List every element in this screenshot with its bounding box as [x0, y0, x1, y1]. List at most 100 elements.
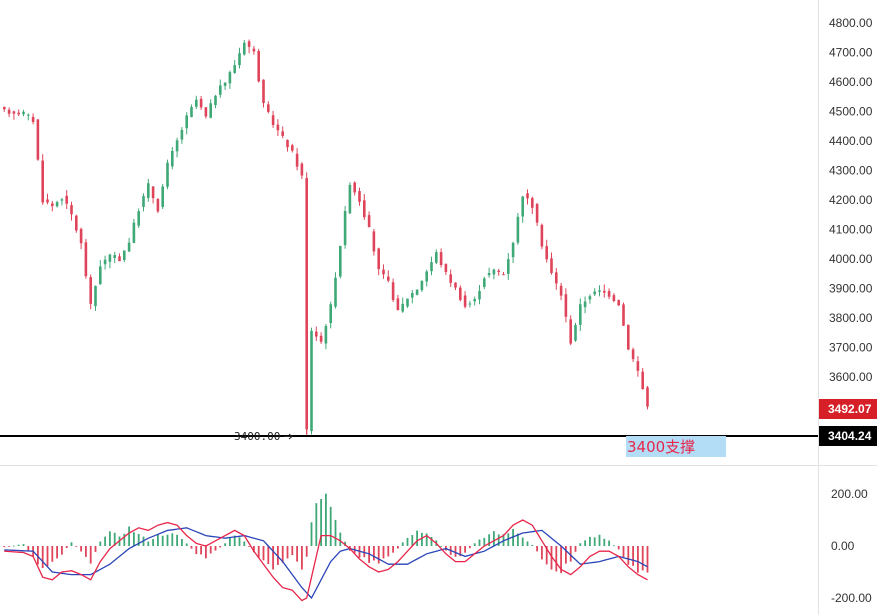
macd-histogram-bar [622, 546, 625, 558]
macd-histogram-bar [190, 546, 193, 549]
price-tick-label: 4000.00 [829, 252, 873, 266]
candle-body [483, 278, 486, 287]
price-tick-label: 4700.00 [829, 46, 873, 60]
arrow-right-icon [284, 433, 293, 440]
macd-histogram-bar [613, 545, 615, 547]
macd-histogram-bar [617, 546, 620, 550]
candle-body [521, 196, 524, 217]
candle-body [411, 293, 414, 298]
candle-body [449, 274, 452, 283]
candle-body [607, 291, 611, 297]
macd-histogram-bar [17, 544, 20, 546]
macd-histogram-bar [238, 537, 241, 546]
candle-body [315, 331, 318, 337]
candle-body [463, 295, 467, 307]
macd-histogram-bar [584, 540, 586, 546]
candle-body [579, 304, 582, 325]
macd-histogram-bar [99, 541, 102, 546]
candle-body [319, 335, 323, 342]
candle-body [89, 277, 92, 304]
candle-body [636, 361, 640, 371]
candle-body [118, 256, 121, 262]
candle-body [603, 290, 606, 293]
macd-fast-line [4, 519, 648, 602]
candle-body [180, 129, 184, 140]
macd-histogram-bar [75, 546, 78, 547]
candle-body [468, 303, 472, 305]
candle-body [641, 371, 644, 390]
candle-body [36, 119, 40, 160]
macd-histogram-bar [541, 546, 543, 560]
macd-histogram-bar [109, 531, 111, 546]
candle-body [435, 252, 438, 263]
macd-histogram-bar [531, 544, 534, 546]
candle-body [358, 191, 361, 202]
candle-body [3, 106, 6, 110]
macd-histogram-bar [521, 537, 524, 546]
candle-body [329, 304, 332, 324]
candle-body [526, 193, 529, 199]
macd-histogram-bar [430, 537, 433, 546]
macd-histogram-bar [598, 534, 601, 546]
macd-histogram-bar [214, 546, 217, 551]
candle-body [569, 319, 572, 344]
macd-histogram-bar [8, 546, 10, 547]
macd-histogram-bar [104, 536, 106, 546]
candle-body [51, 203, 54, 207]
candle-body [190, 107, 193, 118]
candle-body [161, 186, 164, 207]
macd-histogram-bar [536, 546, 538, 552]
macd-histogram-bar [185, 543, 188, 546]
candle-body [583, 301, 587, 308]
macd-histogram-bar [339, 532, 342, 546]
macd-histogram-bar [152, 538, 154, 546]
candle-body [195, 99, 198, 107]
macd-histogram-bar [176, 534, 178, 546]
macd-histogram-bar [286, 546, 289, 559]
candle-body [564, 294, 568, 317]
candle-body [291, 145, 294, 151]
macd-histogram-bar [565, 546, 567, 564]
candle-body [550, 258, 553, 273]
macd-histogram-bar [411, 534, 414, 546]
candle-body [430, 262, 433, 272]
macd-histogram-bar [219, 546, 222, 548]
candle-body [540, 224, 544, 247]
macd-histogram-bar [123, 533, 126, 546]
macd-histogram-bar [401, 542, 404, 546]
candle-body [310, 330, 313, 431]
macd-histogram-bar [200, 546, 202, 555]
macd-histogram-bar [382, 546, 385, 559]
candle-body [415, 289, 419, 295]
candle-body [396, 298, 400, 310]
candle-body [367, 215, 371, 228]
macd-histogram-bar [46, 546, 49, 567]
price-tick-label: 4500.00 [829, 105, 873, 119]
last-price-label: 3492.07 [828, 402, 872, 416]
candle-body [454, 282, 457, 288]
candle-body [233, 65, 236, 73]
candle-body [75, 215, 78, 231]
candle-body [646, 387, 649, 407]
macd-histogram-bar [224, 543, 226, 546]
candle-body [214, 95, 217, 106]
macd-histogram-bar [421, 532, 423, 546]
price-tick-label: 3600.00 [829, 370, 873, 384]
candle-body [612, 295, 616, 301]
macd-histogram-bar [329, 506, 332, 546]
macd-histogram-bar [497, 534, 500, 546]
macd-histogram-bar [646, 546, 649, 573]
candle-body [238, 53, 241, 66]
macd-panel [3, 493, 649, 602]
macd-tick-label: -200.00 [831, 591, 872, 605]
macd-histogram-bar [209, 546, 212, 554]
macd-histogram-bar [454, 546, 457, 557]
macd-histogram-bar [41, 546, 44, 569]
candle-body [286, 139, 289, 148]
macd-histogram-bar [253, 546, 255, 553]
candle-body [243, 42, 246, 55]
macd-histogram-bar [257, 546, 260, 558]
candle-body [247, 41, 251, 47]
candle-body [334, 277, 337, 307]
